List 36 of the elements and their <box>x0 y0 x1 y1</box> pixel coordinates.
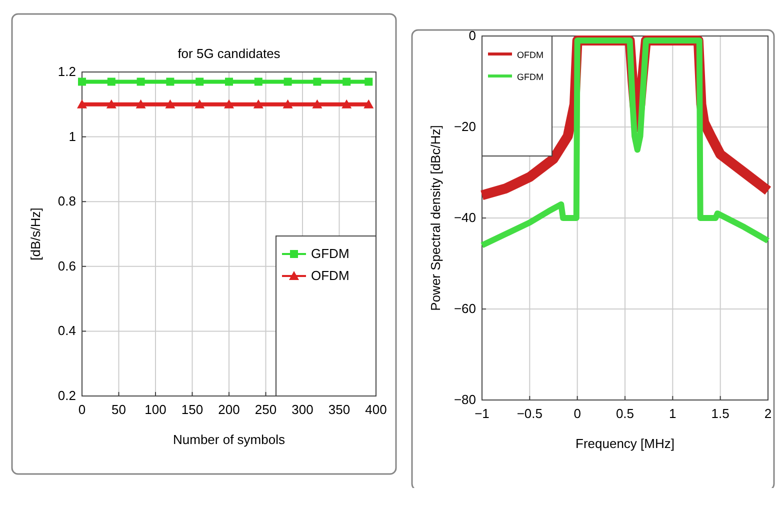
x-tick-label: 200 <box>218 402 240 417</box>
y-axis-title: [dB/s/Hz] <box>28 208 43 260</box>
y-tick-label: 0.2 <box>58 388 76 403</box>
x-tick-label: 0 <box>574 406 581 421</box>
x-tick-label: 300 <box>292 402 314 417</box>
x-tick-label: −0.5 <box>516 406 543 421</box>
x-axis-title: Frequency [MHz] <box>576 436 674 451</box>
y-tick-label: 0 <box>468 28 476 43</box>
y-tick-label: −80 <box>454 392 476 407</box>
y-tick-label: −60 <box>454 301 476 316</box>
y-axis-title: Power Spectral density [dBc/Hz] <box>428 125 443 311</box>
x-tick-label: 100 <box>144 402 166 417</box>
chart-title: for 5G candidates <box>178 46 281 61</box>
x-tick-label: 350 <box>328 402 350 417</box>
y-tick-label: 1 <box>68 128 76 144</box>
x-tick-label: −1 <box>474 406 490 421</box>
x-tick-label: 0 <box>78 402 86 417</box>
x-tick-label: 1 <box>669 406 676 421</box>
legend-label: OFDM <box>517 50 544 60</box>
y-tick-label: −40 <box>454 210 476 225</box>
x-axis-title: Number of symbols <box>173 432 286 447</box>
x-tick-label: 2 <box>764 406 772 421</box>
x-tick-label: 150 <box>181 402 204 417</box>
y-tick-label: 0.8 <box>58 194 76 209</box>
legend-label: OFDM <box>311 268 350 283</box>
y-tick-label: 1.2 <box>58 64 76 79</box>
x-tick-label: 400 <box>365 402 387 417</box>
x-tick-label: 50 <box>112 402 126 417</box>
y-tick-label: 0.6 <box>58 258 76 274</box>
legend-label: GFDM <box>311 246 350 261</box>
x-tick-label: 250 <box>254 402 277 417</box>
y-tick-label: 0.4 <box>58 323 76 338</box>
y-tick-label: −20 <box>454 119 476 134</box>
x-tick-label: 1.5 <box>711 406 730 421</box>
x-tick-label: 0.5 <box>616 406 634 421</box>
legend-label: GFDM <box>517 72 544 82</box>
